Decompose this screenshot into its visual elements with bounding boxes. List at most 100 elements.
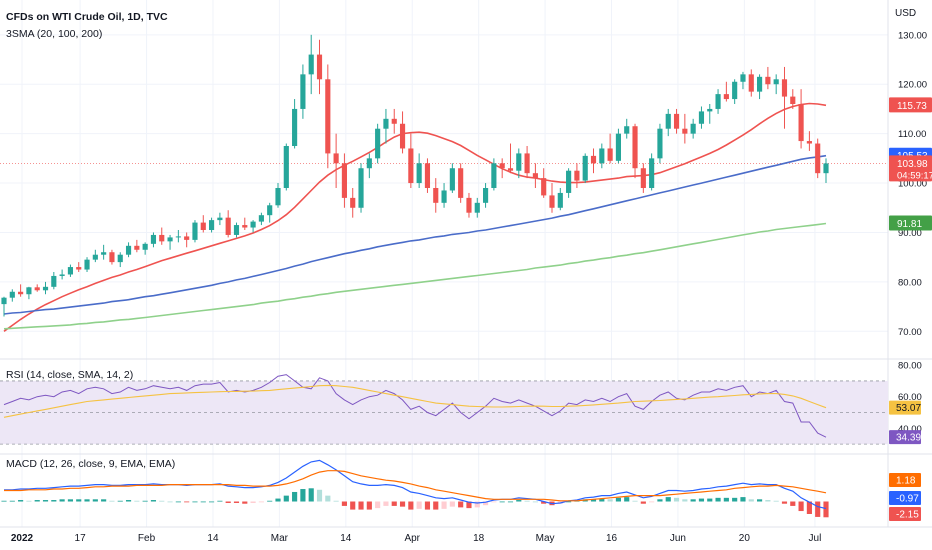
macd-histogram-bar: [524, 500, 530, 502]
macd-histogram-bar: [59, 499, 65, 502]
macd-histogram-bar: [748, 499, 754, 502]
candle-body: [167, 237, 173, 242]
candle-body: [258, 215, 264, 222]
rsi-tick-label: 60.00: [898, 392, 922, 403]
candle-body: [516, 153, 522, 171]
macd-histogram-bar: [159, 500, 165, 502]
candle-body: [449, 168, 455, 191]
macd-histogram-bar: [607, 499, 613, 502]
candle-body: [582, 155, 588, 181]
candle-body: [483, 188, 489, 203]
macd-histogram-bar: [101, 499, 107, 502]
macd-histogram-bar: [316, 489, 323, 502]
macd-histogram-bar: [499, 501, 505, 503]
macd-histogram-bar: [9, 500, 15, 502]
candle-body: [815, 143, 821, 174]
macd-histogram-bar: [117, 500, 123, 502]
macd-histogram-bar: [42, 500, 49, 502]
rsi-axis-tag: [889, 430, 921, 445]
y-tick-label: 80.00: [898, 277, 922, 288]
macd-histogram-bar: [790, 501, 796, 506]
macd-title: MACD (12, 26, close, 9, EMA, EMA): [6, 458, 176, 470]
y-tick-label: 70.00: [898, 327, 922, 338]
macd-line-2: [4, 470, 827, 502]
candle-body: [125, 245, 132, 255]
macd-histogram-bar: [649, 501, 655, 503]
y-tick-label: 90.00: [898, 228, 922, 239]
macd-histogram-bar: [433, 501, 439, 510]
candle-body: [142, 243, 148, 250]
macd-histogram-bar: [566, 501, 572, 503]
macd-histogram-bar: [740, 497, 746, 502]
candle-body: [399, 123, 406, 149]
macd-histogram-bar: [474, 501, 480, 508]
candle-body: [51, 275, 57, 287]
candle-body: [76, 267, 82, 270]
candle-body: [790, 96, 796, 104]
candle-body: [308, 54, 314, 75]
candle-body: [200, 222, 206, 230]
macd-histogram-bar: [233, 501, 240, 503]
rsi-line-1: [3, 374, 827, 438]
candle-body: [192, 222, 198, 240]
macd-histogram-bar: [383, 501, 389, 506]
candle-body: [458, 168, 464, 198]
price-axis-tag-value: 115.73: [897, 101, 927, 112]
candle-body: [657, 128, 663, 159]
candle-body: [574, 170, 580, 181]
macd-histogram-bar: [615, 497, 621, 502]
candle-body: [217, 217, 223, 221]
countdown-label: 04:59:17: [897, 170, 932, 181]
candle-body: [67, 267, 73, 275]
macd-histogram-bar: [375, 501, 381, 509]
candle-body: [300, 74, 306, 109]
candle-body: [765, 76, 771, 85]
candle-body: [607, 148, 613, 161]
candle-body: [109, 252, 115, 263]
macd-histogram-bar: [184, 501, 190, 503]
candle-body: [134, 245, 140, 250]
macd-histogram-bar: [773, 500, 779, 502]
macd-histogram-bar: [441, 501, 447, 509]
macd-histogram-bar: [665, 497, 671, 502]
macd-histogram-bar: [1, 500, 7, 502]
chart-title-text: CFDs on WTI Crude Oil, 1D, TVC: [6, 11, 168, 23]
candle-body: [474, 202, 480, 213]
candle-body: [690, 123, 696, 134]
macd-histogram-bar: [217, 500, 223, 502]
candle-body: [433, 188, 439, 203]
macd-histogram-bar: [67, 499, 73, 502]
macd-histogram-bar: [690, 499, 696, 502]
sma-line-2: [3, 154, 827, 315]
x-tick-label: Apr: [404, 533, 420, 544]
macd-histogram-bar: [823, 501, 829, 518]
candle-body: [524, 153, 530, 174]
rsi-axis-tag-value: 34.39: [896, 433, 921, 444]
macd-histogram-bar: [192, 501, 198, 503]
candle-body: [441, 190, 447, 203]
candle-body: [159, 234, 165, 242]
macd-histogram-bar: [300, 489, 306, 502]
candle-body: [292, 108, 298, 146]
macd-histogram-bar: [125, 500, 132, 502]
candle-body: [408, 148, 414, 184]
macd-histogram-bar: [134, 500, 140, 502]
macd-histogram-bar: [624, 497, 630, 502]
macd-histogram-bar: [341, 501, 347, 506]
macd-axis-tag: [889, 491, 921, 505]
candle-body: [557, 192, 563, 208]
macd-histogram-bar: [399, 501, 406, 507]
candle-body: [341, 163, 347, 198]
macd-histogram-bar: [657, 499, 663, 502]
candle-body: [267, 205, 273, 216]
macd-histogram-bar: [366, 501, 372, 510]
rsi-tick-label: 80.00: [898, 361, 922, 372]
macd-axis-tag: [889, 473, 921, 487]
x-tick-label: Jul: [809, 533, 822, 544]
candle-body: [1, 297, 7, 305]
y-tick-label: 110.00: [898, 129, 926, 140]
x-tick-label: May: [536, 533, 555, 544]
macd-histogram-bar: [507, 501, 514, 503]
macd-histogram-bar: [715, 497, 721, 502]
macd-histogram-bar: [682, 499, 688, 502]
